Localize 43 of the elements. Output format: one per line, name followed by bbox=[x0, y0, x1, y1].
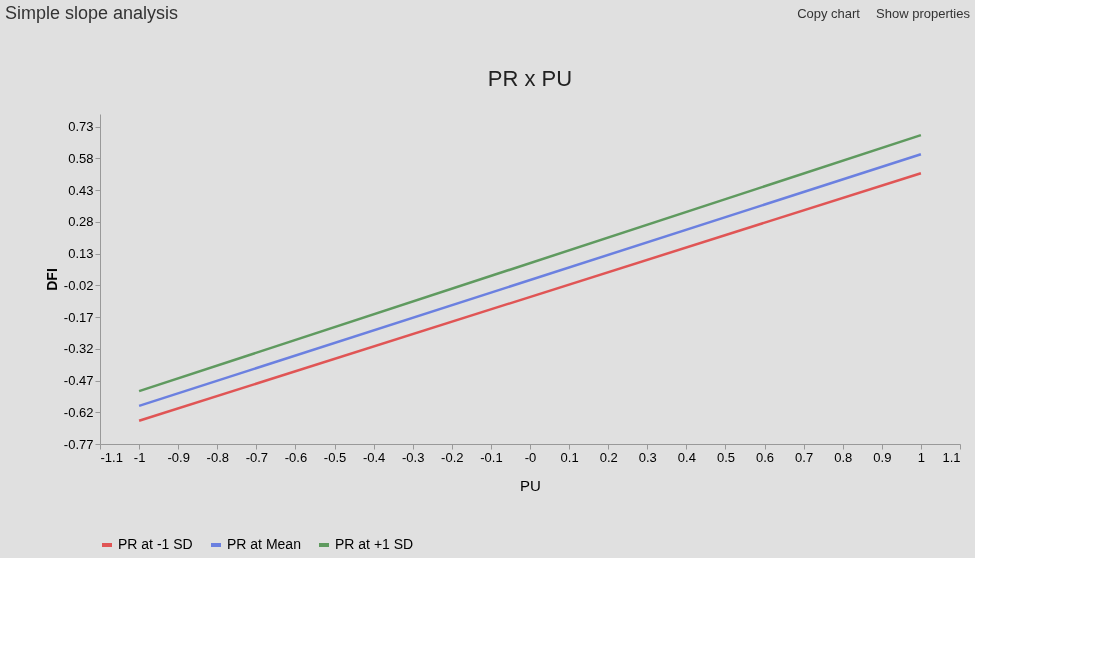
y-axis-title: DFI bbox=[43, 268, 60, 291]
text: Show properties bbox=[876, 6, 971, 21]
x-tick-label: -0 bbox=[524, 449, 537, 465]
y-tick-label: -0.77 bbox=[63, 436, 94, 452]
x-tick-label: 0.3 bbox=[638, 449, 657, 465]
x-tick-label: -0.4 bbox=[362, 449, 386, 465]
y-tick-label: 0.13 bbox=[68, 246, 94, 262]
y-tick-label: -0.32 bbox=[63, 341, 94, 357]
y-tick-label: 0.28 bbox=[68, 214, 94, 230]
x-axis-title: PU bbox=[520, 476, 541, 494]
text: Copy chart bbox=[797, 6, 861, 21]
chart-title: PR x PU bbox=[487, 66, 573, 91]
text: Simple slope analysis bbox=[5, 3, 179, 23]
y-tick-label: -0.62 bbox=[63, 404, 94, 420]
x-tick-label: -0.2 bbox=[441, 449, 464, 465]
x-tick-label: 1 bbox=[917, 449, 926, 465]
y-tick-label: 0.73 bbox=[68, 119, 94, 135]
x-tick-label: 0.8 bbox=[834, 449, 853, 465]
x-tick-label: 0.6 bbox=[756, 449, 775, 465]
x-tick-label: -0.6 bbox=[284, 449, 308, 465]
x-tick-label: 0.4 bbox=[677, 449, 696, 465]
legend-label: PR at +1 SD bbox=[335, 536, 414, 552]
legend-label: PR at -1 SD bbox=[118, 536, 193, 552]
x-tick-label: 0.9 bbox=[873, 449, 892, 465]
x-tick-label: -0.8 bbox=[206, 449, 229, 465]
x-tick-label: -0.7 bbox=[245, 449, 269, 465]
y-tick-label: 0.58 bbox=[68, 150, 94, 166]
x-tick-label: -0.3 bbox=[402, 449, 425, 465]
x-tick-label: 0.5 bbox=[716, 449, 735, 465]
y-tick-label: -0.47 bbox=[63, 373, 94, 389]
x-tick-label: 0.7 bbox=[795, 449, 814, 465]
x-tick-label: -0.5 bbox=[323, 449, 347, 465]
y-tick-label: 0.43 bbox=[68, 182, 94, 198]
x-tick-label: 1.1 bbox=[942, 449, 961, 465]
x-tick-label: -0.1 bbox=[480, 449, 503, 465]
x-tick-label: 0.1 bbox=[560, 449, 579, 465]
x-tick-label: -0.9 bbox=[167, 449, 190, 465]
x-tick-label: -1 bbox=[133, 449, 146, 465]
x-tick-label: -1.1 bbox=[100, 449, 123, 465]
y-tick-label: -0.02 bbox=[63, 277, 94, 293]
x-tick-label: 0.2 bbox=[599, 449, 618, 465]
y-tick-label: -0.17 bbox=[63, 309, 94, 325]
legend-label: PR at Mean bbox=[227, 536, 301, 552]
